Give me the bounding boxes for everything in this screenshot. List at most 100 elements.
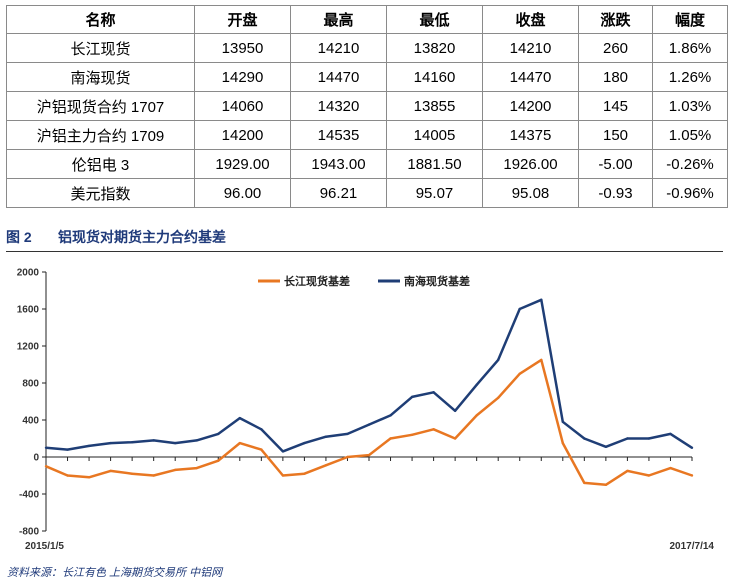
data-point [626,437,629,440]
data-point [389,414,392,417]
figure-caption: 图 2 铝现货对期货主力合约基差 [6,227,226,247]
cell-high: 14535 [290,120,387,150]
data-point [432,428,435,431]
cell-open: 96.00 [194,178,291,208]
data-point [130,472,134,475]
data-point [583,437,586,440]
y-tick-label: 1600 [17,305,40,316]
cell-low: 14160 [386,62,483,92]
cell-open: 13950 [194,33,291,63]
cell-name: 长江现货 [6,33,195,63]
source-note: 资料来源：长江有色 上海期货交易所 中铝网 [7,567,223,579]
cell-change: -0.93 [578,178,653,208]
cell-open: 14290 [194,62,291,92]
y-tick-label: 0 [33,453,39,464]
data-point [669,466,672,470]
y-tick-label: 400 [22,416,39,427]
data-point [260,428,263,431]
data-point [604,445,608,448]
data-point [669,432,672,436]
cell-name: 南海现货 [6,62,195,92]
table-header-row: 名称 开盘 最高 最低 收盘 涨跌 幅度 [6,5,728,34]
cell-high: 1943.00 [290,149,387,179]
data-point [346,455,349,459]
data-point [324,464,328,467]
data-point [518,307,521,311]
cell-name: 伦铝电 3 [6,149,195,179]
cell-open: 1929.00 [194,149,291,179]
cell-close: 14375 [482,120,579,150]
data-point [410,433,414,436]
cell-close: 14210 [482,33,579,63]
data-point [174,441,177,445]
data-point [152,474,155,477]
data-point [647,437,651,440]
cell-pct: 1.26% [652,62,728,92]
data-point [604,483,608,486]
cell-pct: 1.03% [652,91,728,121]
header-close: 收盘 [482,5,579,34]
y-tick-label: -400 [19,490,39,501]
cell-name: 沪铝现货合约 1707 [6,91,195,121]
data-point [497,396,500,399]
data-point [238,416,241,420]
data-point [561,420,564,423]
cell-low: 1881.50 [386,149,483,179]
data-point [195,466,198,470]
data-point [66,474,69,477]
caption-divider [6,251,723,252]
data-point [367,453,371,457]
cell-change: -5.00 [578,149,653,179]
data-point [367,423,371,426]
data-point [238,441,241,445]
data-point [453,409,457,412]
data-point [44,446,48,449]
y-tick-label: 800 [22,379,39,390]
table-row: 南海现货 14290 14470 14160 14470 180 1.26% [6,62,728,92]
y-tick-label: 2000 [17,268,40,279]
data-point [410,395,414,399]
cell-high: 14320 [290,91,387,121]
cell-change: 150 [578,120,653,150]
cell-close: 1926.00 [482,149,579,179]
table-row: 沪铝现货合约 1707 14060 14320 13855 14200 145 … [6,91,728,121]
data-point [303,441,306,445]
data-point [346,432,349,436]
data-point [109,441,112,445]
data-point [152,439,155,442]
cell-high: 14470 [290,62,387,92]
cell-high: 96.21 [290,178,387,208]
data-point [453,437,457,440]
data-point [130,441,134,444]
cell-low: 95.07 [386,178,483,208]
data-point [217,432,220,436]
y-tick-label: -800 [19,527,39,538]
data-point [690,474,694,477]
data-point [497,358,500,362]
data-point [281,474,285,477]
data-point [303,472,306,475]
cell-name: 沪铝主力合约 1709 [6,120,195,150]
table-row: 美元指数 96.00 96.21 95.07 95.08 -0.93 -0.96… [6,178,728,208]
data-point [281,450,285,453]
data-point [44,465,48,468]
figure-title: 铝现货对期货主力合约基差 [58,229,226,245]
figure-number: 图 2 [6,229,32,245]
cell-pct: -0.96% [652,178,728,208]
data-point [540,358,543,362]
series-line-nanhai [45,298,693,453]
data-point [87,444,91,448]
cell-pct: 1.86% [652,33,728,63]
data-point [109,469,112,473]
cell-pct: 1.05% [652,120,728,150]
table-row: 长江现货 13950 14210 13820 14210 260 1.86% [6,33,728,63]
x-tick-label-start: 2015/1/5 [25,541,64,552]
price-table: 名称 开盘 最高 最低 收盘 涨跌 幅度 长江现货 13950 14210 13… [6,5,728,208]
cell-name: 美元指数 [6,178,195,208]
data-point [195,439,198,442]
data-point [518,372,521,375]
basis-line-chart: -800 -400 0 400 800 1200 1600 2000 2015/1/5 2017/… [17,268,715,553]
data-point [217,459,220,462]
cell-low: 14005 [386,120,483,150]
table-row: 伦铝电 3 1929.00 1943.00 1881.50 1926.00 -5… [6,149,728,179]
